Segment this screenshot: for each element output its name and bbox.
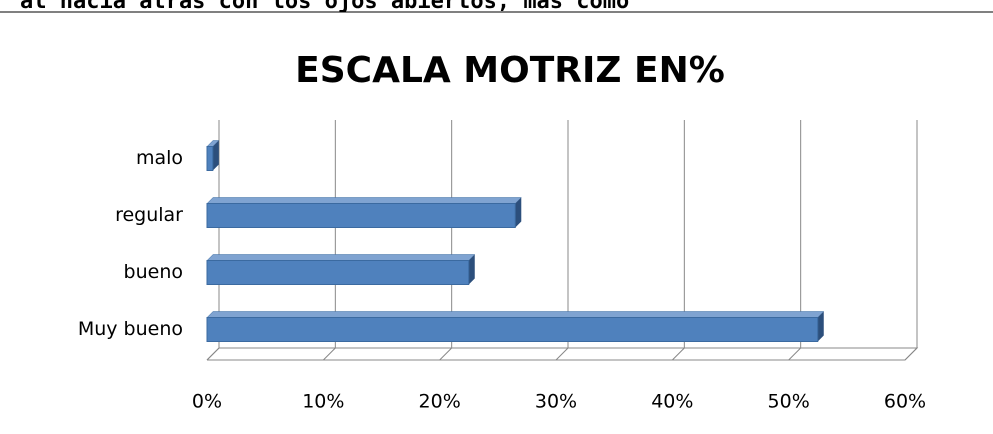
grid-line: [206, 120, 220, 361]
x-tick-label: 50%: [768, 391, 810, 413]
bar-top: [206, 197, 522, 204]
x-tick-label: 60%: [884, 391, 926, 413]
bar-side: [468, 254, 475, 285]
chart-title: ESCALA MOTRIZ EN%: [295, 50, 725, 91]
x-tick-label: 30%: [535, 391, 577, 413]
bar: [206, 146, 214, 171]
bar: [206, 260, 470, 285]
bar-side: [515, 197, 522, 228]
y-tick-label: bueno: [124, 261, 183, 283]
bar: [206, 317, 819, 342]
grid-line: [904, 120, 918, 361]
grid-line: [788, 120, 802, 361]
bar-top: [206, 311, 825, 318]
grid-line: [555, 120, 569, 361]
y-tick-label: Muy bueno: [78, 318, 183, 340]
x-tick-label: 0%: [192, 391, 222, 413]
background-text: al hacia atrás con los ojos abiertos, má…: [20, 0, 629, 14]
grid-line: [671, 120, 685, 361]
bar-side: [817, 311, 824, 342]
x-tick-label: 10%: [302, 391, 344, 413]
grid-line: [322, 120, 336, 361]
x-tick-label: 40%: [651, 391, 693, 413]
bar-top: [206, 254, 476, 261]
x-tick-label: 20%: [419, 391, 461, 413]
bar-side: [212, 140, 219, 171]
y-tick-label: malo: [136, 147, 183, 169]
grid-line: [439, 120, 453, 361]
bar: [206, 203, 516, 228]
y-tick-label: regular: [115, 204, 183, 226]
